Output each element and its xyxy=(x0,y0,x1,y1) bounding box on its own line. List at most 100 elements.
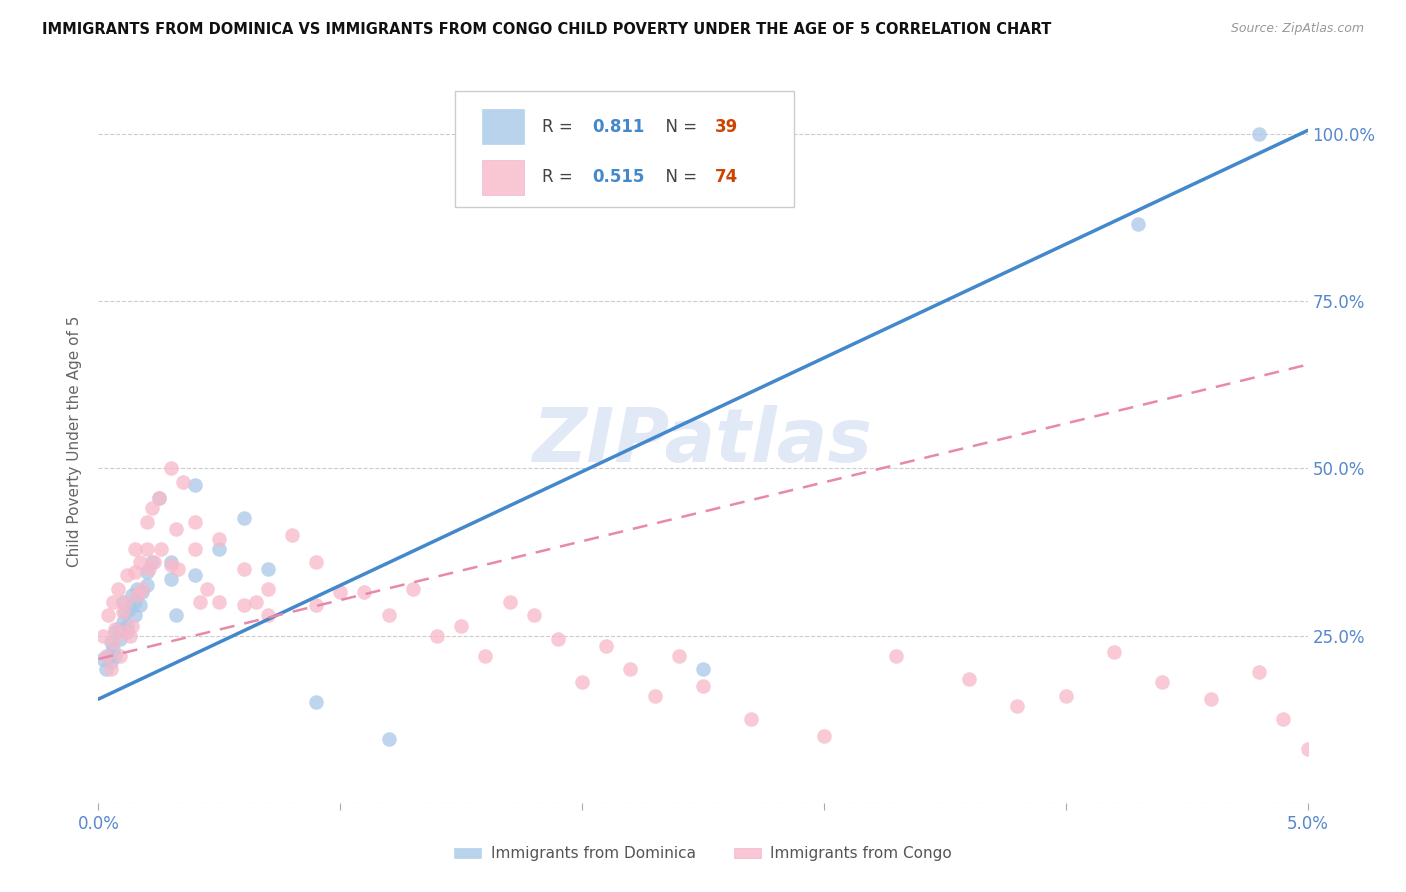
Point xyxy=(143,555,166,569)
Point xyxy=(141,555,163,569)
FancyBboxPatch shape xyxy=(482,160,524,194)
Point xyxy=(1007,698,1029,713)
Point xyxy=(813,729,835,743)
Point xyxy=(91,652,114,666)
Point xyxy=(256,582,278,596)
Point xyxy=(523,608,546,623)
Point xyxy=(208,532,231,546)
Point xyxy=(1128,217,1150,231)
Point xyxy=(208,541,231,556)
Point xyxy=(160,558,183,573)
Point xyxy=(117,568,139,582)
Point xyxy=(1249,127,1271,141)
Point xyxy=(135,578,157,592)
Point xyxy=(195,582,218,596)
Point xyxy=(104,622,127,636)
Point xyxy=(100,635,122,649)
Point xyxy=(305,555,328,569)
Point xyxy=(148,491,170,506)
Point xyxy=(619,662,641,676)
Point xyxy=(141,501,163,516)
Point xyxy=(150,541,173,556)
Point xyxy=(1102,645,1125,659)
Point xyxy=(100,662,122,676)
FancyBboxPatch shape xyxy=(456,91,793,207)
Point xyxy=(184,541,207,556)
Text: N =: N = xyxy=(655,118,702,136)
Point xyxy=(117,625,139,640)
Point xyxy=(188,595,211,609)
Point xyxy=(644,689,666,703)
Point xyxy=(131,585,153,599)
Point xyxy=(107,622,129,636)
Text: R =: R = xyxy=(543,169,578,186)
Point xyxy=(184,478,207,492)
Point xyxy=(740,712,762,726)
Text: Source: ZipAtlas.com: Source: ZipAtlas.com xyxy=(1230,22,1364,36)
Point xyxy=(692,679,714,693)
Point xyxy=(101,642,124,657)
Point xyxy=(111,615,134,630)
Point xyxy=(128,599,150,613)
Point xyxy=(1272,712,1295,726)
Point xyxy=(91,628,114,642)
Point xyxy=(1249,665,1271,680)
Point xyxy=(232,599,254,613)
Point xyxy=(160,555,183,569)
Point xyxy=(138,562,160,576)
Point xyxy=(124,565,146,579)
Point xyxy=(118,602,141,616)
Point xyxy=(118,628,141,642)
Text: 0.811: 0.811 xyxy=(592,118,644,136)
Point xyxy=(498,595,520,609)
Point xyxy=(97,608,120,623)
Point xyxy=(100,655,122,669)
Point xyxy=(329,585,352,599)
Point xyxy=(94,648,117,663)
Point xyxy=(957,672,980,686)
Point xyxy=(101,635,124,649)
Point xyxy=(108,632,131,646)
Point xyxy=(94,662,117,676)
Point xyxy=(128,555,150,569)
Point xyxy=(107,582,129,596)
Text: 0.515: 0.515 xyxy=(592,169,644,186)
Point xyxy=(135,565,157,579)
Point xyxy=(121,589,143,603)
Point xyxy=(121,618,143,632)
Point xyxy=(281,528,304,542)
Point xyxy=(886,648,908,663)
Point xyxy=(1152,675,1174,690)
Point xyxy=(547,632,569,646)
Point xyxy=(111,595,134,609)
Text: R =: R = xyxy=(543,118,578,136)
Point xyxy=(172,475,194,489)
Point xyxy=(108,648,131,663)
Point xyxy=(232,511,254,525)
Point xyxy=(135,515,157,529)
Point xyxy=(165,608,187,623)
Point xyxy=(165,521,187,535)
Point xyxy=(111,625,134,640)
Text: ZIPatlas: ZIPatlas xyxy=(533,405,873,478)
Point xyxy=(131,582,153,596)
Point xyxy=(208,595,231,609)
Point xyxy=(124,595,146,609)
Legend: Immigrants from Dominica, Immigrants from Congo: Immigrants from Dominica, Immigrants fro… xyxy=(447,840,959,867)
Point xyxy=(353,585,375,599)
Y-axis label: Child Poverty Under the Age of 5: Child Poverty Under the Age of 5 xyxy=(67,316,83,567)
Point xyxy=(595,639,617,653)
Text: N =: N = xyxy=(655,169,702,186)
Point xyxy=(124,608,146,623)
Point xyxy=(114,605,136,619)
Point xyxy=(450,618,472,632)
Point xyxy=(167,562,190,576)
Point xyxy=(305,696,328,710)
Point xyxy=(571,675,593,690)
Point xyxy=(184,568,207,582)
Point xyxy=(104,625,127,640)
Point xyxy=(160,572,183,586)
Point xyxy=(111,605,134,619)
Point xyxy=(104,648,127,663)
Point xyxy=(148,491,170,506)
